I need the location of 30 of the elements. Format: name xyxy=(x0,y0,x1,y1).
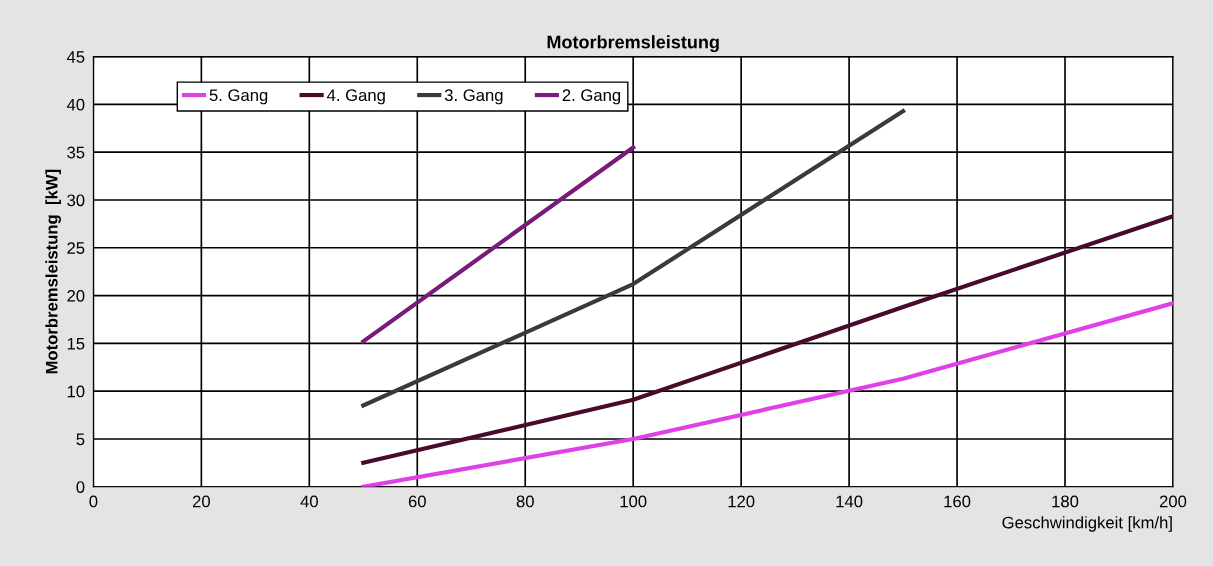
x-tick-label: 160 xyxy=(944,495,971,508)
x-tick-label: 120 xyxy=(728,495,755,508)
x-tick-label: 100 xyxy=(620,495,647,508)
line-series xyxy=(361,301,1173,487)
x-tick-label: 0 xyxy=(89,495,98,508)
y-axis-title: Motorbremsleistung [kW] xyxy=(45,169,61,374)
y-tick-label: 10 xyxy=(67,385,85,398)
x-tick-label: 200 xyxy=(1159,495,1187,508)
chart-title: Motorbremsleistung xyxy=(547,35,719,53)
x-tick-label: 20 xyxy=(192,495,210,508)
legend-label: 4. Gang xyxy=(326,89,385,105)
line-series xyxy=(361,214,1173,465)
x-tick-label: 140 xyxy=(836,495,863,508)
legend-label: 5. Gang xyxy=(209,89,268,105)
x-tick-label: 40 xyxy=(300,495,318,508)
x-axis-title: Geschwindigkeit [km/h] xyxy=(1002,516,1172,532)
y-tick-label: 45 xyxy=(66,51,85,63)
x-tick-label: 180 xyxy=(1052,495,1079,508)
y-tick-label: 40 xyxy=(66,98,85,111)
y-tick-label: 20 xyxy=(67,289,85,302)
y-tick-label: 0 xyxy=(76,481,85,493)
y-tick-label: 5 xyxy=(76,433,85,446)
x-tick-label: 80 xyxy=(516,495,534,508)
legend-label: 3. Gang xyxy=(444,89,503,105)
y-tick-label: 15 xyxy=(67,337,85,350)
y-tick-label: 30 xyxy=(67,194,85,207)
y-tick-label: 25 xyxy=(67,242,85,254)
legend-label: 2. Gang xyxy=(562,89,621,105)
x-tick-label: 60 xyxy=(408,495,426,508)
y-tick-label: 35 xyxy=(67,146,85,159)
